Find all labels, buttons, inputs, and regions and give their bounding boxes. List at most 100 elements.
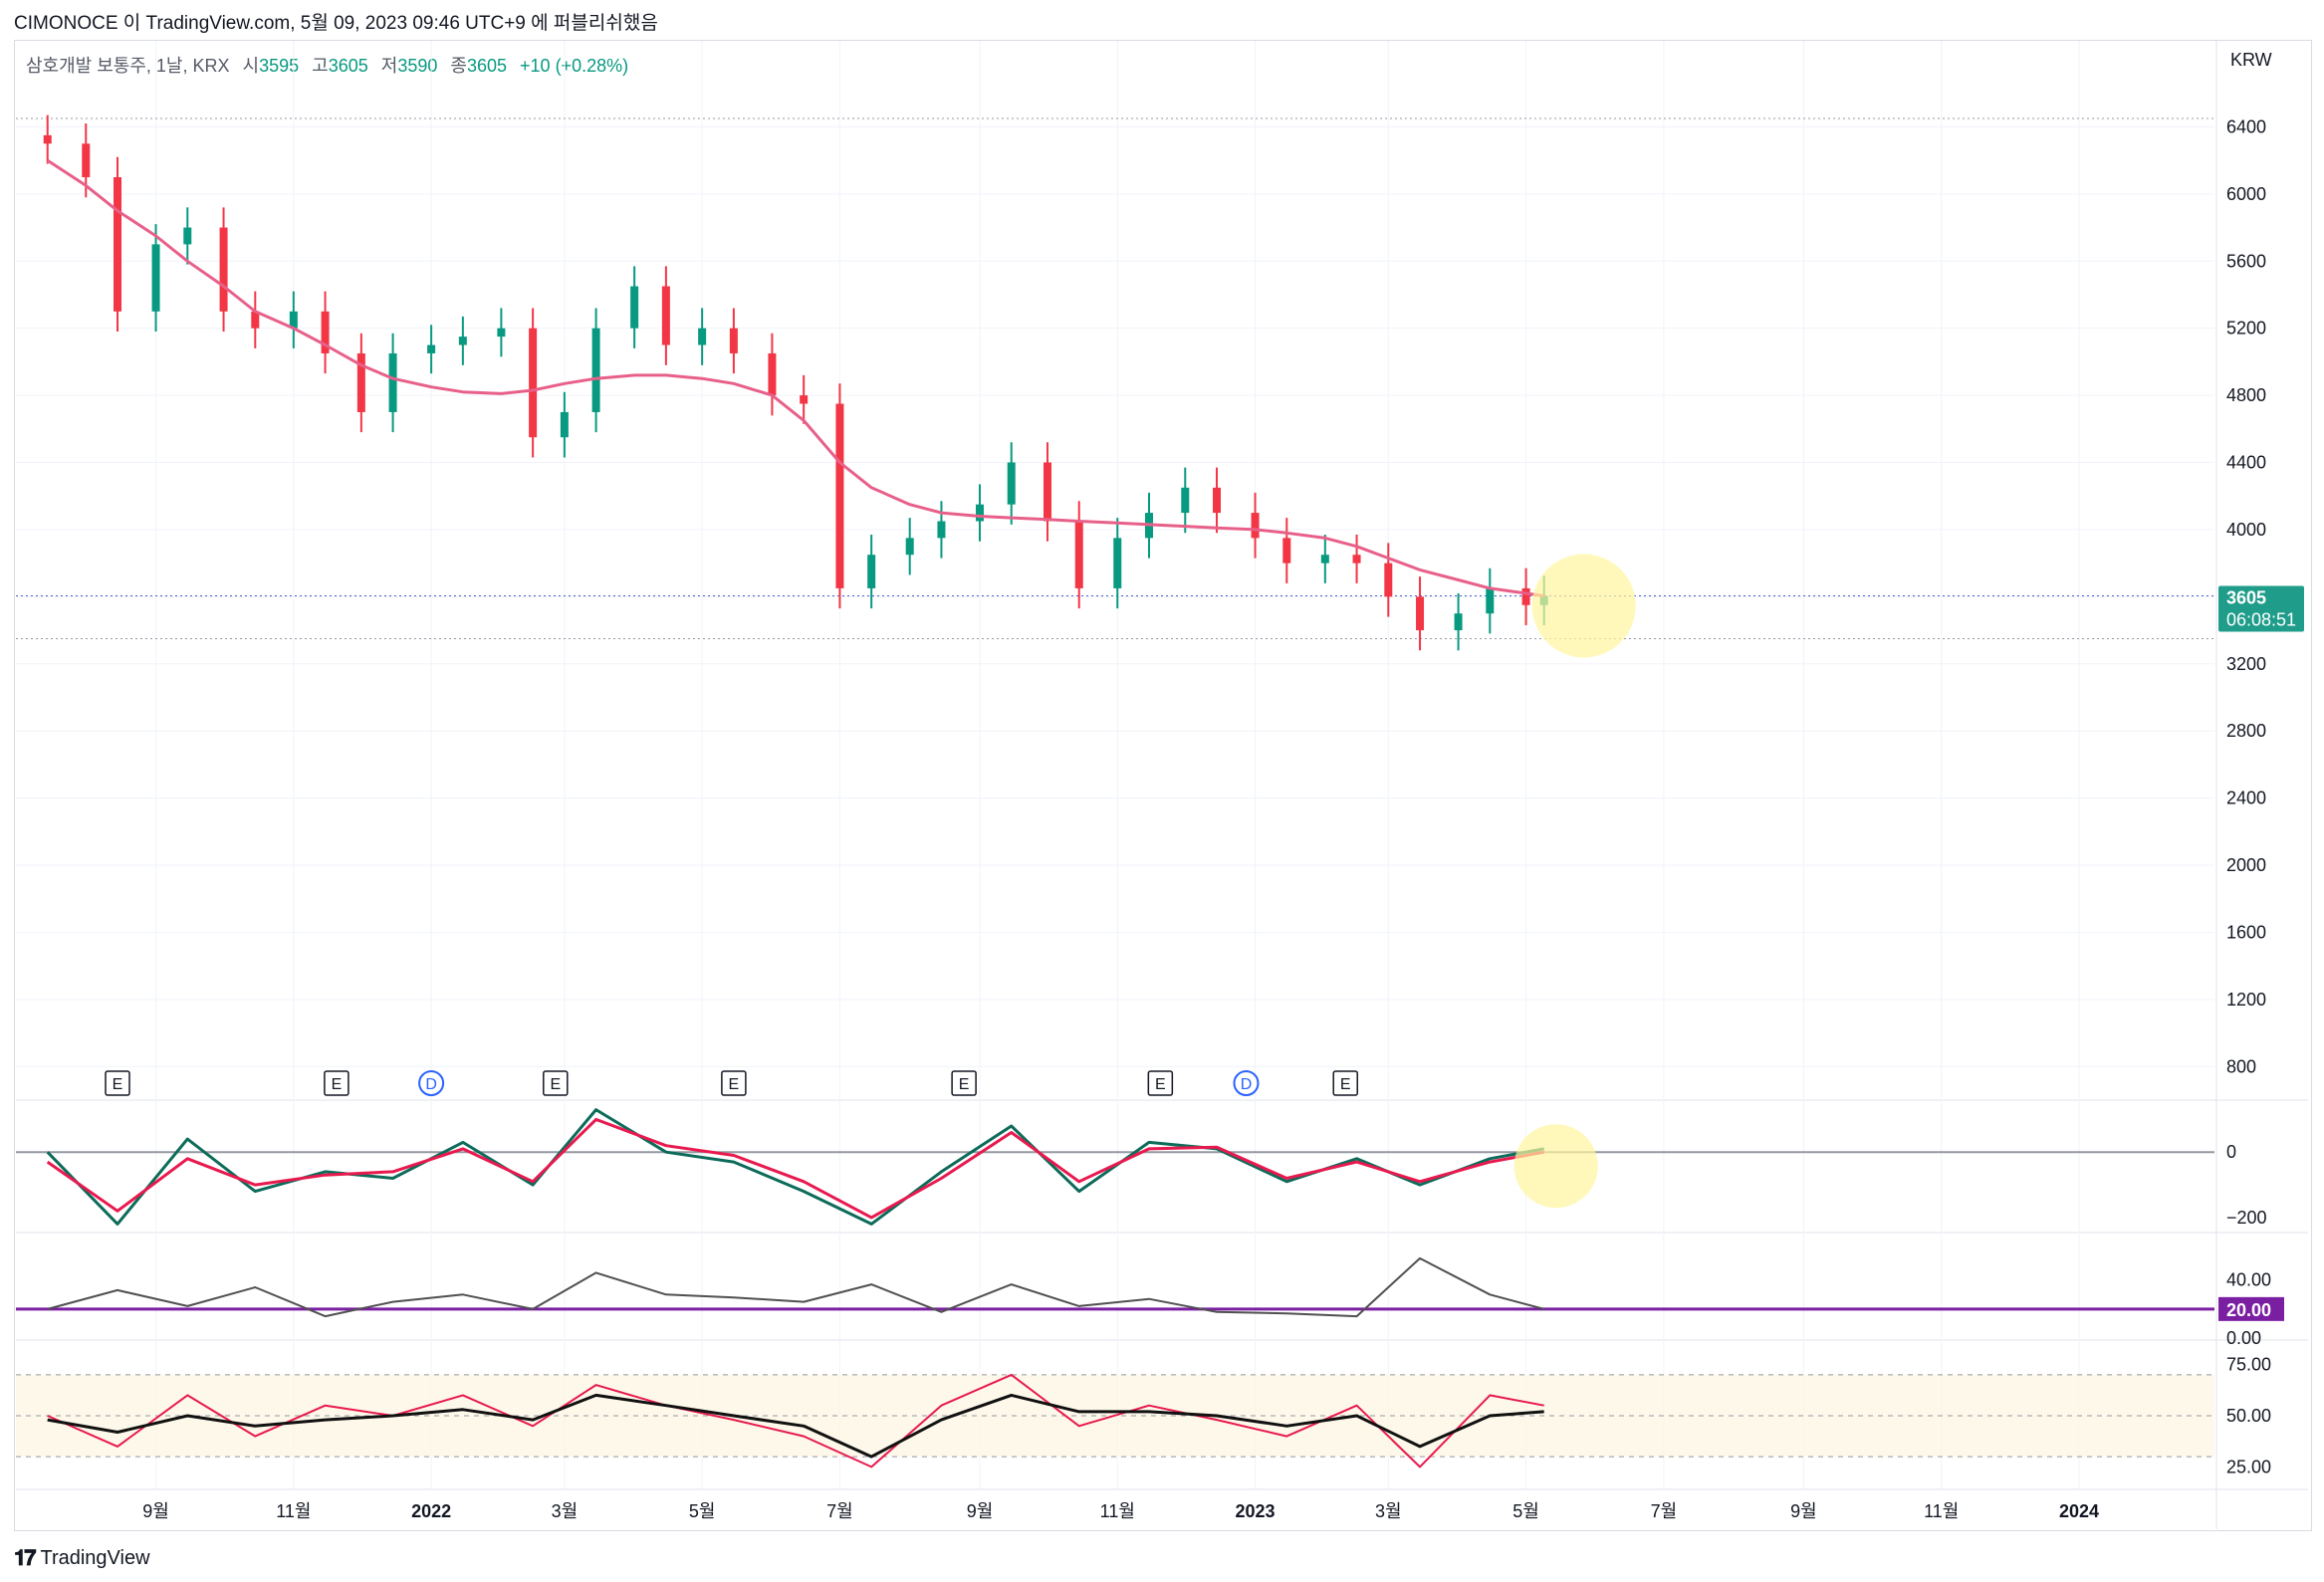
price-tick-label: 1600 xyxy=(2226,922,2266,942)
event-label: E xyxy=(1340,1076,1351,1093)
adx-level-tag: 20.00 xyxy=(2226,1300,2271,1320)
candle-body xyxy=(905,538,914,556)
price-tick-label: 4400 xyxy=(2226,453,2266,473)
highlight-circle xyxy=(1531,554,1636,658)
price-tick-label: 6400 xyxy=(2226,116,2266,136)
footer-brand: 𝟏𝟕 TradingView xyxy=(14,1545,150,1571)
price-tick-label: 2400 xyxy=(2226,789,2266,808)
candle-body xyxy=(219,227,228,312)
candle-body xyxy=(560,411,569,438)
candle-body xyxy=(591,328,600,412)
candle-body xyxy=(975,504,984,522)
earnings-event-icon xyxy=(951,1070,977,1096)
price-tick-label: 2000 xyxy=(2226,855,2266,875)
candle-body xyxy=(630,286,639,329)
symbol-title: 삼호개발 보통주, 1날, KRX xyxy=(26,56,230,76)
candle-body xyxy=(1282,538,1291,564)
time-tick-label: 2022 xyxy=(411,1501,451,1521)
symbol-legend: 삼호개발 보통주, 1날, KRX 시3595 고3605 저3590 종360… xyxy=(26,52,628,78)
earnings-event-icon xyxy=(721,1070,747,1096)
change-value: +10 (+0.28%) xyxy=(520,56,629,76)
price-tick-label: 4000 xyxy=(2226,520,2266,540)
close-value: 3605 xyxy=(466,56,508,76)
dividend-event-icon xyxy=(1233,1070,1260,1096)
open-label: 시 xyxy=(242,56,260,76)
signal-line xyxy=(46,1117,1544,1220)
candle-body xyxy=(698,328,707,345)
candle-body xyxy=(768,352,777,396)
candle-body xyxy=(1416,596,1425,631)
close-label: 종 xyxy=(450,56,467,76)
candle-body xyxy=(937,521,946,539)
candle-body xyxy=(800,395,809,404)
rsi-tick-label: 75.00 xyxy=(2226,1355,2271,1375)
candle-body xyxy=(356,352,365,412)
candle-body xyxy=(1181,487,1190,514)
candle-body xyxy=(1486,587,1495,614)
time-tick-label: 3월 xyxy=(1375,1501,1402,1521)
time-tick-label: 9월 xyxy=(142,1501,169,1521)
candle-body xyxy=(388,352,397,412)
event-label: E xyxy=(550,1076,561,1093)
low-value: 3590 xyxy=(397,56,438,76)
highlight-circle xyxy=(1513,1124,1598,1209)
time-tick-label: 11월 xyxy=(1100,1501,1135,1521)
price-tag-box xyxy=(2218,585,2304,632)
candle-body xyxy=(1007,462,1016,505)
candle-body xyxy=(151,244,160,312)
candle-body xyxy=(82,143,91,177)
time-tick-label: 2023 xyxy=(1236,1501,1276,1521)
adx-tick-label: 0.00 xyxy=(2226,1328,2261,1348)
candle-body xyxy=(1043,462,1051,522)
chart-frame[interactable] xyxy=(14,40,2312,1531)
time-tick-label: 7월 xyxy=(826,1501,853,1521)
candle-body xyxy=(321,311,330,353)
candle-body xyxy=(289,311,298,329)
time-tick-label: 11월 xyxy=(276,1501,311,1521)
earnings-event-icon xyxy=(1147,1070,1174,1096)
rsi-ma-line xyxy=(47,1393,1544,1459)
price-tick-label: 5200 xyxy=(2226,319,2266,339)
candle-body xyxy=(458,337,467,345)
time-tick-label: 5월 xyxy=(689,1501,716,1521)
candle-body xyxy=(661,286,670,345)
price-tick-label: 3200 xyxy=(2226,654,2266,674)
publish-header: CIMONOCE 이 TradingView.com, 5월 09, 2023 … xyxy=(14,13,658,34)
candle-body xyxy=(867,555,876,588)
price-tick-label: 2800 xyxy=(2226,721,2266,741)
candle-body xyxy=(1251,513,1260,539)
time-tick-label: 3월 xyxy=(552,1501,579,1521)
moving-average-line xyxy=(46,158,1544,597)
tradingview-logo-icon: 𝟏𝟕 xyxy=(14,1545,37,1570)
earnings-event-icon xyxy=(105,1070,130,1096)
time-tick-label: 9월 xyxy=(1790,1501,1817,1521)
low-label: 저 xyxy=(380,56,398,76)
rsi-tick-label: 25.00 xyxy=(2226,1457,2271,1476)
candle-body xyxy=(729,328,738,353)
candle-body xyxy=(1074,521,1083,588)
earnings-event-icon xyxy=(1332,1070,1358,1096)
event-label: D xyxy=(425,1076,437,1093)
high-label: 고 xyxy=(312,56,329,76)
time-tick-label: 2024 xyxy=(2059,1501,2099,1521)
currency-label: KRW xyxy=(2230,50,2272,70)
candle-body xyxy=(1352,555,1361,564)
candle-body xyxy=(251,311,260,329)
candle-body xyxy=(1113,538,1122,588)
adx-line xyxy=(47,1256,1544,1318)
event-label: E xyxy=(729,1076,740,1093)
macd-tick-label: −200 xyxy=(2226,1208,2267,1228)
time-tick-label: 5월 xyxy=(1512,1501,1539,1521)
price-tick-label: 6000 xyxy=(2226,184,2266,204)
time-tick-label: 11월 xyxy=(1924,1501,1959,1521)
candle-body xyxy=(427,344,436,353)
candle-body xyxy=(835,403,844,588)
dividend-event-icon xyxy=(418,1070,445,1096)
earnings-event-icon xyxy=(543,1070,569,1096)
candle-body xyxy=(1213,487,1222,514)
price-tick-label: 4800 xyxy=(2226,385,2266,405)
event-label: E xyxy=(1155,1076,1166,1093)
high-value: 3605 xyxy=(328,56,368,76)
price-tick-label: 1200 xyxy=(2226,990,2266,1010)
